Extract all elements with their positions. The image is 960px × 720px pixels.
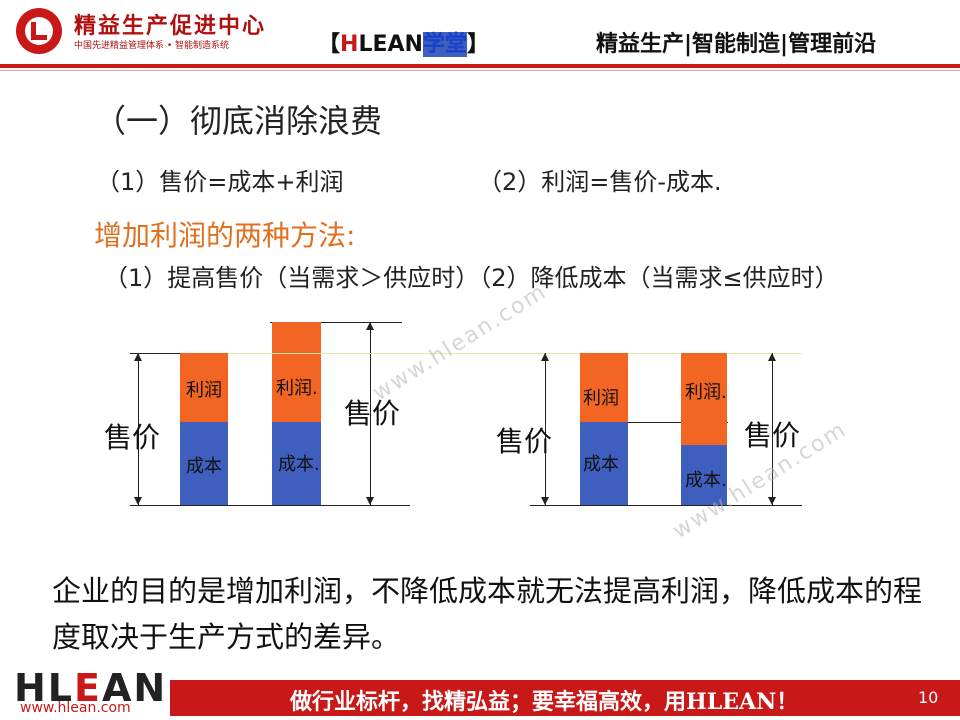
- conclusion-text: 企业的目的是增加利润，不降低成本就无法提高利润，降低成本的程度取决于生产方式的差…: [52, 574, 923, 654]
- left-price-arrow: [134, 353, 142, 505]
- left-bar1-profit-label: 利润: [186, 380, 222, 401]
- right-bar1-profit-label: 利润: [583, 388, 619, 409]
- left-bar2-cost-label: 成本.: [278, 454, 320, 475]
- methods-line: （1）提高售价（当需求＞供应时）（2）降低成本（当需求≤供应时）: [104, 264, 839, 292]
- left-price-arrow-2: [366, 322, 374, 505]
- header-tagline: 精益生产|智能制造|管理前沿: [596, 32, 877, 57]
- left-bar1-cost: [180, 422, 228, 505]
- formula-1: （1）售价=成本+利润: [96, 168, 344, 196]
- left-bar2-profit-label: 利润.: [276, 378, 318, 399]
- header-divider-thin: [0, 70, 960, 71]
- left-bar1-profit: [180, 353, 228, 422]
- section-title: （一）彻底消除浪费: [94, 102, 383, 140]
- left-base-line: [130, 505, 410, 506]
- left-price-label: 售价: [104, 421, 161, 454]
- footer-logo: HLEAN: [14, 666, 168, 710]
- left-price-label-2: 售价: [344, 397, 401, 430]
- org-subtitle: 中国先进精益管理体系 • 智能制造系统: [74, 41, 230, 51]
- right-bar2-cost-label: 成本.: [685, 470, 727, 491]
- right-price-arrow-2: [768, 353, 776, 505]
- right-base-line: [530, 505, 802, 506]
- footer-bar: [170, 680, 960, 716]
- price-diagram: 售价 利润 成本 利润. 成本. 售价 售价 利润 成本 利润. 成本. 售价: [0, 300, 960, 530]
- right-price-arrow: [541, 353, 549, 505]
- header-divider: [0, 64, 960, 68]
- brand-title: 【HLEAN学堂】: [318, 32, 489, 57]
- formula-2: （2）利润=售价-成本.: [478, 168, 722, 196]
- logo-icon: [16, 8, 62, 54]
- right-bar2-profit: [681, 353, 727, 445]
- right-price-label: 售价: [496, 425, 553, 458]
- left-bar2-profit: [272, 322, 321, 422]
- right-bar1-cost-label: 成本: [583, 454, 619, 475]
- org-name: 精益生产促进中心: [74, 14, 267, 39]
- right-bar2-profit-label: 利润.: [685, 382, 727, 403]
- right-bar2-cost: [681, 445, 727, 505]
- right-price-label-2: 售价: [744, 419, 801, 452]
- footer-slogan: 做行业标杆，找精弘益；要幸福高效，用HLEAN！: [290, 689, 799, 715]
- right-bar1-profit: [580, 353, 628, 422]
- left-bar2-cost: [272, 422, 321, 505]
- right-mid-line: [628, 422, 728, 423]
- left-bar1-cost-label: 成本: [186, 456, 222, 477]
- header: 精益生产促进中心 中国先进精益管理体系 • 智能制造系统 【HLEAN学堂】 精…: [0, 0, 960, 64]
- methods-title: 增加利润的两种方法:: [94, 219, 356, 252]
- page-number: 10: [918, 688, 939, 707]
- left-raised-line: [270, 322, 402, 323]
- reference-line: [228, 353, 802, 354]
- footer-url[interactable]: www.hlean.com: [20, 700, 131, 716]
- right-bar1-cost: [580, 422, 628, 505]
